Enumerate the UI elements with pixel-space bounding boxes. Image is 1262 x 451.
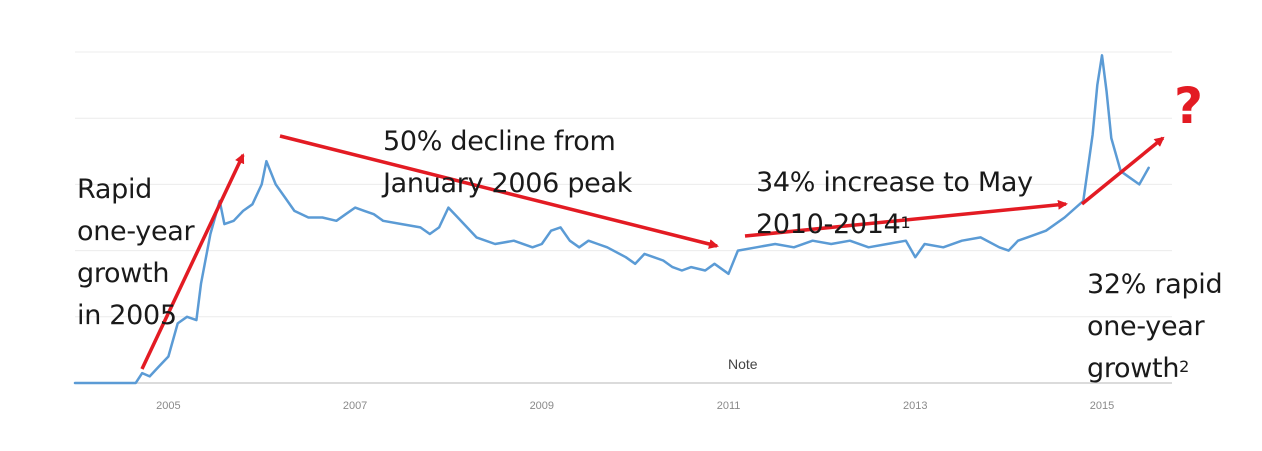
arrow-recent-growth — [1080, 136, 1165, 206]
x-tick-label: 2013 — [903, 400, 927, 412]
x-tick-label: 2007 — [343, 400, 367, 412]
trend-arrows — [140, 134, 1165, 370]
x-axis: 2005 2007 2009 2011 2013 2015 — [75, 382, 1172, 412]
arrow-growth-2005 — [140, 153, 245, 370]
annotation-growth-2005-text: Rapid one-year growth in 2005 — [77, 174, 195, 331]
arrow-decline — [279, 134, 719, 249]
x-tick-label: 2011 — [717, 400, 741, 412]
arrow-increase — [744, 199, 1068, 238]
x-tick-label: 2015 — [1090, 400, 1114, 412]
annotation-decline: 50% decline from January 2006 peak — [383, 79, 632, 205]
footnote-1: 1 — [900, 213, 911, 232]
annotation-recent-growth-text: 32% rapid one-year growth — [1087, 269, 1223, 384]
annotation-increase: 34% increase to May 2010-20141 — [756, 120, 1033, 246]
annotation-decline-text: 50% decline from January 2006 peak — [383, 126, 633, 199]
annotation-increase-text: 34% increase to May 2010-2014 — [756, 167, 1033, 240]
note-label: Note — [728, 356, 758, 372]
footnote-2: 2 — [1179, 357, 1190, 376]
annotation-recent-growth: 32% rapid one-year growth2 — [1087, 222, 1223, 390]
grid-lines — [75, 51, 1172, 318]
annotation-growth-2005: Rapid one-year growth in 2005 — [77, 127, 195, 337]
series-layer — [73, 54, 1150, 385]
x-tick-label: 2009 — [530, 400, 554, 412]
series-line — [73, 54, 1150, 385]
question-mark: ? — [1174, 77, 1204, 135]
x-tick-label: 2005 — [156, 400, 180, 412]
